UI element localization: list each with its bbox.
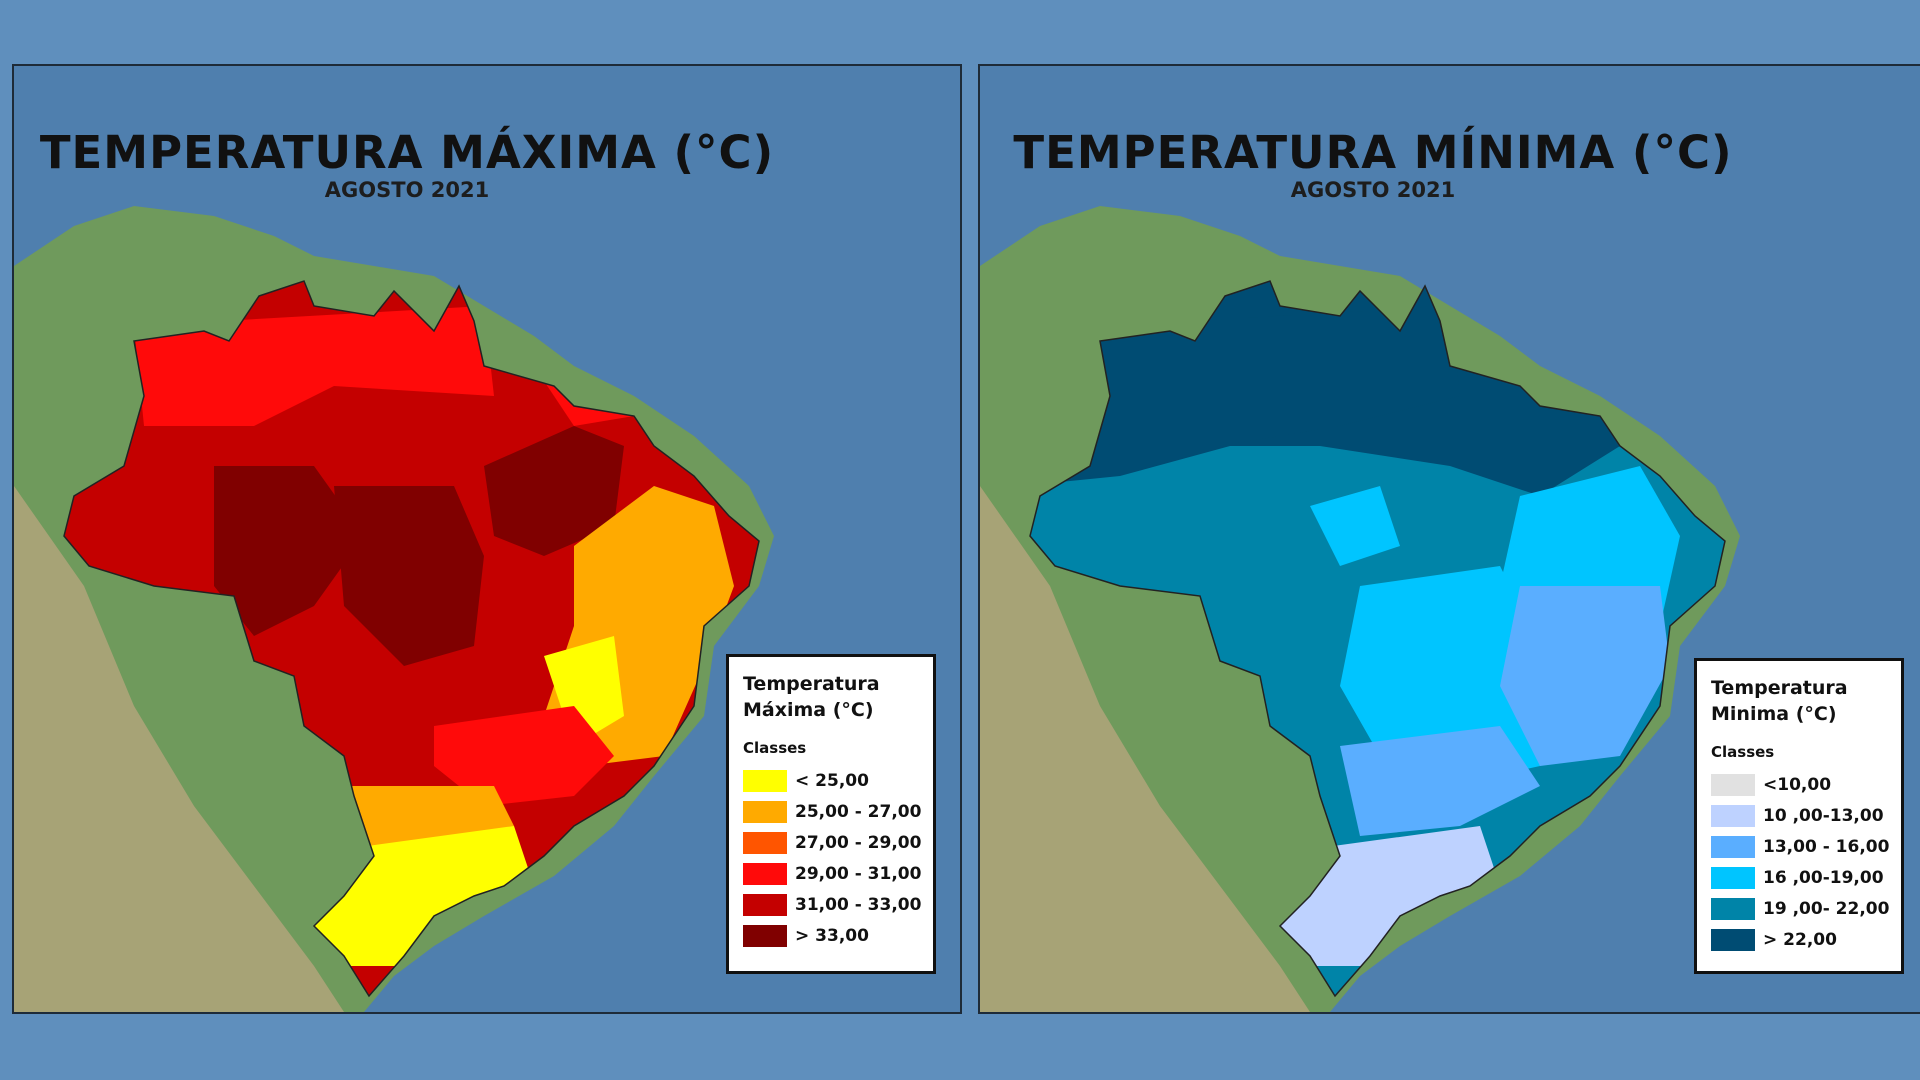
- legend: Temperatura Minima (°C) Classes <10,00 1…: [1694, 658, 1904, 974]
- legend-swatch: [743, 800, 787, 823]
- legend-label: < 25,00: [795, 770, 869, 791]
- legend-swatch: [1711, 773, 1755, 796]
- max-temperature-map-panel: TEMPERATURA MÁXIMA (°C) AGOSTO 2021 Temp…: [12, 64, 962, 1014]
- brazil-border: [63, 280, 760, 998]
- map-title: TEMPERATURA MÁXIMA (°C): [39, 126, 775, 179]
- map-title: TEMPERATURA MÍNIMA (°C): [1013, 126, 1733, 179]
- legend-label: > 33,00: [795, 925, 869, 946]
- andes-region: [980, 486, 1310, 1012]
- legend: Temperatura Máxima (°C) Classes < 25,00 …: [726, 654, 936, 974]
- legend-item: < 25,00: [743, 765, 919, 796]
- legend-title-line2: Minima (°C): [1711, 703, 1837, 725]
- map-subtitle: AGOSTO 2021: [324, 178, 490, 202]
- legend-swatch: [1711, 928, 1755, 951]
- legend-item: 31,00 - 33,00: [743, 889, 922, 920]
- legend-swatch: [743, 893, 787, 916]
- legend-item: 10 ,00-13,00: [1711, 800, 1887, 831]
- legend-title-line1: Temperatura: [743, 673, 880, 695]
- legend-swatch: [1711, 866, 1755, 889]
- legend-swatch: [1711, 804, 1755, 827]
- legend-title-line1: Temperatura: [1711, 677, 1848, 699]
- legend-item: > 22,00: [1711, 924, 1887, 955]
- legend-title-line2: Máxima (°C): [743, 699, 874, 721]
- legend-subtitle: Classes: [1711, 743, 1775, 761]
- legend-item: 13,00 - 16,00: [1711, 831, 1890, 862]
- legend-label: 10 ,00-13,00: [1763, 805, 1884, 826]
- legend-item: 25,00 - 27,00: [743, 796, 922, 827]
- legend-label: 16 ,00-19,00: [1763, 867, 1884, 888]
- legend-subtitle: Classes: [743, 739, 807, 757]
- legend-swatch: [1711, 835, 1755, 858]
- map-subtitle: AGOSTO 2021: [1290, 178, 1456, 202]
- legend-item: 19 ,00- 22,00: [1711, 893, 1890, 924]
- legend-label: 29,00 - 31,00: [795, 863, 922, 884]
- legend-label: <10,00: [1763, 774, 1832, 795]
- legend-swatch: [743, 769, 787, 792]
- legend-label: 27,00 - 29,00: [795, 832, 922, 853]
- legend-swatch: [743, 831, 787, 854]
- legend-item: > 33,00: [743, 920, 919, 951]
- max-temperature-map: [14, 66, 960, 1012]
- andes-region: [14, 486, 344, 1012]
- min-temperature-map: [980, 66, 1920, 1012]
- legend-swatch: [743, 862, 787, 885]
- legend-swatch: [743, 924, 787, 947]
- legend-label: 25,00 - 27,00: [795, 801, 922, 822]
- legend-item: <10,00: [1711, 769, 1887, 800]
- legend-label: 31,00 - 33,00: [795, 894, 922, 915]
- legend-label: > 22,00: [1763, 929, 1837, 950]
- brazil-border: [1029, 280, 1726, 998]
- legend-swatch: [1711, 897, 1755, 920]
- min-temperature-map-panel: TEMPERATURA MÍNIMA (°C) AGOSTO 2021 Temp…: [978, 64, 1920, 1014]
- legend-item: 16 ,00-19,00: [1711, 862, 1887, 893]
- legend-item: 27,00 - 29,00: [743, 827, 922, 858]
- legend-label: 13,00 - 16,00: [1763, 836, 1890, 857]
- legend-item: 29,00 - 31,00: [743, 858, 922, 889]
- legend-label: 19 ,00- 22,00: [1763, 898, 1890, 919]
